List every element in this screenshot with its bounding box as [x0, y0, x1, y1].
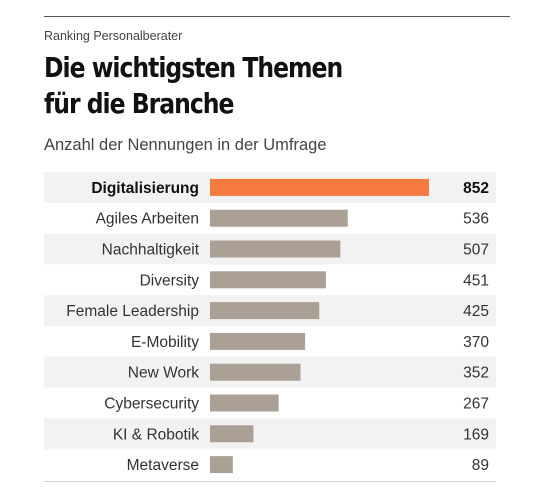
- bar: [210, 332, 306, 350]
- bottom-rule: [44, 481, 496, 482]
- bar: [210, 209, 348, 227]
- bar: [210, 240, 341, 258]
- category-label: Cybersecurity: [104, 396, 199, 413]
- bar: [210, 394, 279, 412]
- value-label: 852: [463, 180, 489, 197]
- category-label: Female Leadership: [66, 303, 199, 320]
- category-label: Diversity: [140, 272, 200, 289]
- value-label: 536: [463, 211, 489, 228]
- bar: [210, 178, 429, 196]
- category-label: Nachhaltigkeit: [102, 242, 200, 259]
- category-label: Agiles Arbeiten: [96, 211, 199, 228]
- top-rule: [44, 16, 510, 17]
- chart-subtitle: Anzahl der Nennungen in der Umfrage: [44, 136, 327, 154]
- bar: [210, 302, 320, 320]
- bar: [210, 363, 301, 381]
- value-label: 425: [463, 303, 489, 320]
- category-label: Digitalisierung: [91, 180, 199, 197]
- value-label: 89: [472, 457, 489, 474]
- bar-chart-svg: Digitalisierung 852 Agiles Arbeiten 536 Nach…: [44, 172, 496, 474]
- row-band: [44, 418, 496, 450]
- category-label: New Work: [128, 365, 199, 382]
- value-label: 267: [463, 396, 489, 413]
- value-label: 169: [463, 426, 489, 443]
- value-label: 451: [463, 272, 489, 289]
- chart-title: Die wichtigsten Themen für die Branche: [44, 50, 430, 122]
- eyebrow-label: Ranking Personalberater: [44, 29, 183, 43]
- category-label: E-Mobility: [131, 334, 199, 351]
- bar: [210, 425, 254, 443]
- category-label: Metaverse: [127, 457, 199, 474]
- chart-title-line-1: Die wichtigsten Themen: [44, 51, 343, 84]
- value-label: 370: [463, 334, 489, 351]
- bar-chart: Digitalisierung 852 Agiles Arbeiten 536 Nach…: [44, 172, 496, 480]
- bar: [210, 271, 326, 289]
- bar: [210, 456, 233, 474]
- value-label: 507: [463, 242, 489, 259]
- chart-title-line-2: für die Branche: [44, 87, 234, 120]
- category-label: KI & Robotik: [113, 426, 199, 443]
- value-label: 352: [463, 365, 489, 382]
